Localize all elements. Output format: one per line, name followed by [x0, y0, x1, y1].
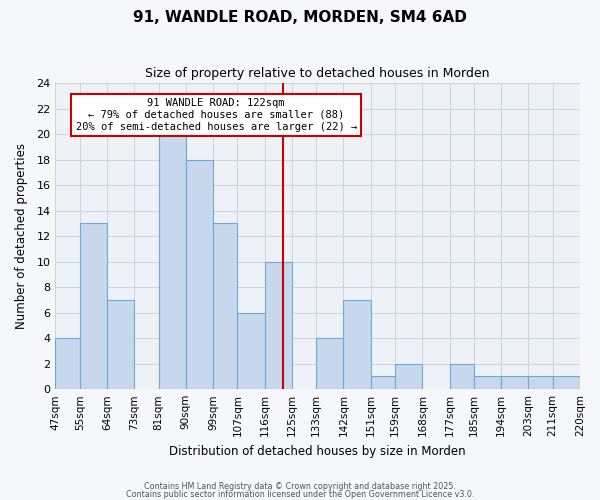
Bar [501, 376, 529, 389]
Bar [343, 300, 371, 389]
Bar [449, 364, 474, 389]
Bar [316, 338, 343, 389]
Bar [371, 376, 395, 389]
Bar [213, 224, 238, 389]
Text: Contains public sector information licensed under the Open Government Licence v3: Contains public sector information licen… [126, 490, 474, 499]
X-axis label: Distribution of detached houses by size in Morden: Distribution of detached houses by size … [169, 444, 466, 458]
Bar [186, 160, 213, 389]
Bar [529, 376, 553, 389]
Text: Contains HM Land Registry data © Crown copyright and database right 2025.: Contains HM Land Registry data © Crown c… [144, 482, 456, 491]
Bar [553, 376, 580, 389]
Bar [238, 312, 265, 389]
Bar [80, 224, 107, 389]
Bar [395, 364, 422, 389]
Bar [107, 300, 134, 389]
Bar [474, 376, 501, 389]
Title: Size of property relative to detached houses in Morden: Size of property relative to detached ho… [145, 68, 490, 80]
Bar [158, 134, 186, 389]
Bar [55, 338, 80, 389]
Text: 91, WANDLE ROAD, MORDEN, SM4 6AD: 91, WANDLE ROAD, MORDEN, SM4 6AD [133, 10, 467, 25]
Bar [265, 262, 292, 389]
Text: 91 WANDLE ROAD: 122sqm
← 79% of detached houses are smaller (88)
20% of semi-det: 91 WANDLE ROAD: 122sqm ← 79% of detached… [76, 98, 357, 132]
Y-axis label: Number of detached properties: Number of detached properties [15, 143, 28, 329]
